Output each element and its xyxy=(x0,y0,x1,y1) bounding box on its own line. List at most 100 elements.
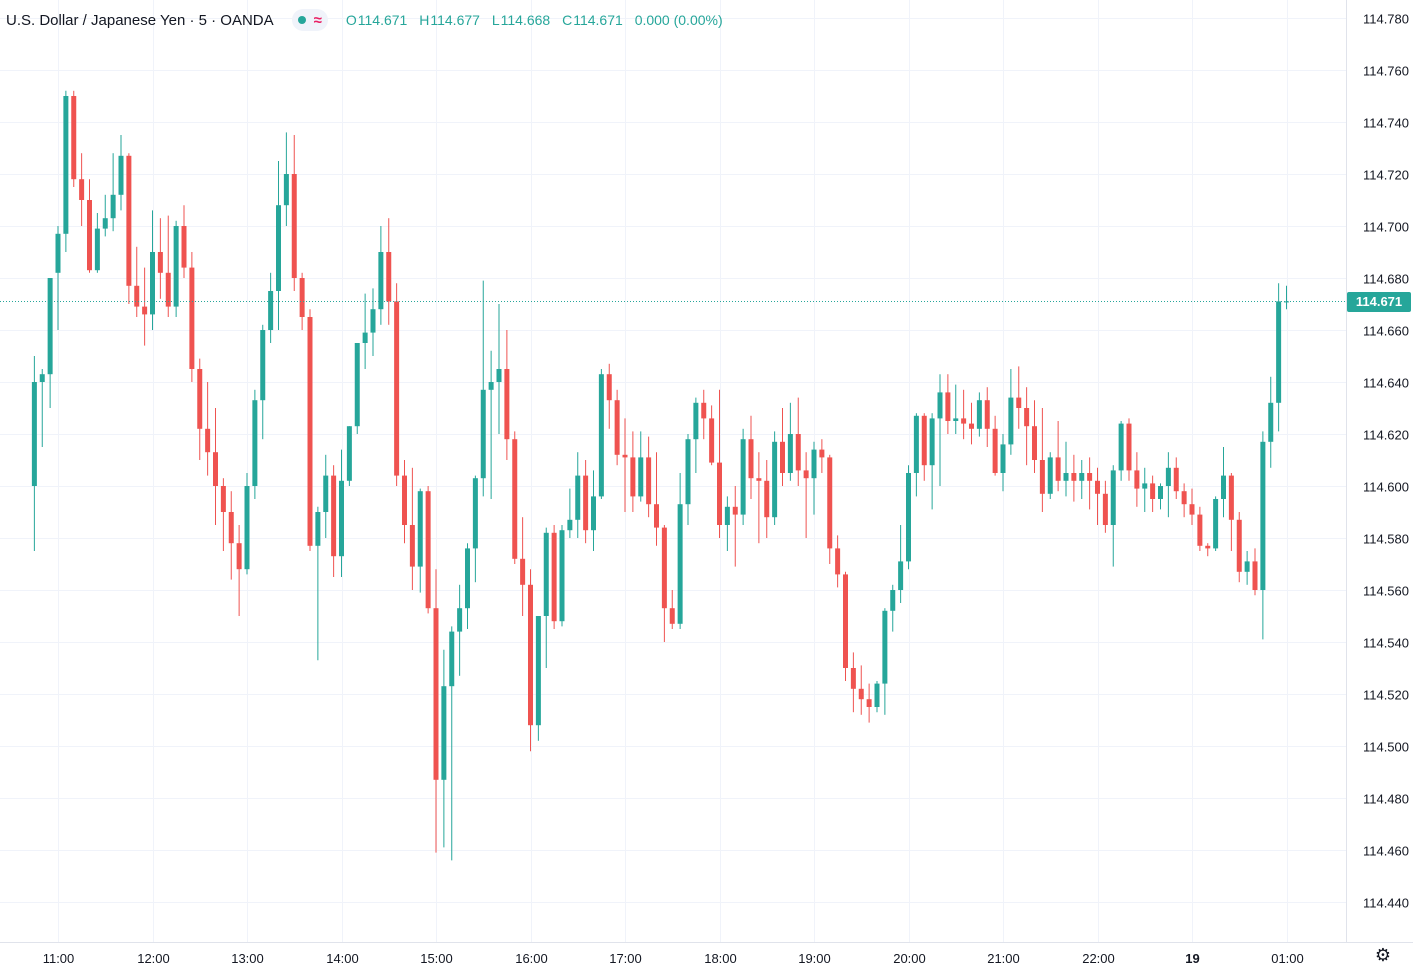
candle-body xyxy=(748,439,754,479)
candle xyxy=(126,153,132,304)
candle-body xyxy=(465,548,470,609)
candle-body xyxy=(1102,493,1108,525)
candle xyxy=(409,467,415,590)
candle xyxy=(142,267,148,346)
open-value: 114.671 xyxy=(357,12,408,28)
candle xyxy=(94,213,100,273)
candle-body xyxy=(575,475,581,520)
high-label: H xyxy=(419,12,430,28)
price-tick-label: 114.460 xyxy=(1363,844,1409,859)
candle-body xyxy=(1063,473,1069,481)
status-pill[interactable]: ≈ xyxy=(291,9,328,31)
candle xyxy=(606,363,612,429)
candle-body xyxy=(961,418,967,424)
candle-body xyxy=(1000,444,1006,473)
candle-body xyxy=(1173,467,1179,492)
price-tick-label: 114.620 xyxy=(1363,428,1409,443)
candle-body xyxy=(102,218,108,229)
candle xyxy=(646,436,652,518)
candle xyxy=(1189,488,1195,525)
candle xyxy=(961,389,967,440)
candle-body xyxy=(913,415,919,473)
candle-body xyxy=(386,252,392,302)
candle xyxy=(1158,483,1163,510)
candle xyxy=(654,452,659,546)
candle-body xyxy=(992,428,998,473)
candle xyxy=(228,491,234,580)
candle xyxy=(1228,473,1234,551)
candle-body xyxy=(921,415,927,466)
candle-body xyxy=(559,530,565,622)
candle xyxy=(504,330,510,460)
candle-body xyxy=(787,434,793,473)
price-tick-label: 114.540 xyxy=(1363,636,1409,651)
candle xyxy=(1205,543,1211,557)
candle-body xyxy=(858,688,864,700)
price-tick-label: 114.740 xyxy=(1363,116,1409,131)
candle xyxy=(622,418,628,512)
time-axis[interactable]: 11:00 12:00 13:00 14:00 15:00 16:00 17:00 18:00… xyxy=(43,951,1304,966)
candle-body xyxy=(709,418,715,463)
candle-body xyxy=(181,226,187,268)
candle-body xyxy=(220,486,226,512)
candle xyxy=(1071,454,1077,502)
candle-body xyxy=(307,317,313,546)
candle-body xyxy=(315,512,321,546)
candle-body xyxy=(764,480,770,518)
candle xyxy=(417,488,423,593)
low-label: L xyxy=(491,12,500,28)
candle-body xyxy=(126,155,132,286)
candle xyxy=(1039,408,1045,512)
candle-body xyxy=(87,200,92,271)
price-tick-label: 114.600 xyxy=(1363,480,1409,495)
candle-body xyxy=(236,543,242,570)
candle xyxy=(567,488,573,538)
candle xyxy=(472,475,478,583)
candle-body xyxy=(268,291,274,330)
candle-body xyxy=(929,418,935,466)
candle xyxy=(1024,387,1030,466)
candle xyxy=(236,525,242,616)
candle-body xyxy=(94,228,100,271)
candle xyxy=(1134,452,1140,507)
candle-body xyxy=(1268,402,1274,442)
time-tick-label: 21:00 xyxy=(987,951,1020,966)
candle xyxy=(929,413,935,510)
candle-body xyxy=(654,504,659,528)
candle-body xyxy=(795,434,801,471)
time-tick-label: 18:00 xyxy=(704,951,737,966)
candle-body xyxy=(449,631,455,687)
gear-icon[interactable]: ⚙ xyxy=(1374,945,1392,966)
candle-body xyxy=(953,418,959,421)
candle-body xyxy=(693,402,699,440)
candle-body xyxy=(378,252,384,310)
candle-body xyxy=(1260,441,1266,590)
candle xyxy=(1244,551,1250,585)
candle-body xyxy=(803,470,809,479)
candle-body xyxy=(1095,480,1100,494)
price-axis[interactable]: 114.780 114.760 114.740 114.720 114.700 114.6… xyxy=(1363,12,1409,911)
candle xyxy=(992,415,998,476)
candle-body xyxy=(252,400,258,486)
candle xyxy=(528,569,533,752)
candle-body xyxy=(1039,460,1045,494)
candle xyxy=(260,324,266,440)
candle xyxy=(1016,366,1022,429)
symbol-title[interactable]: U.S. Dollar / Japanese Yen · 5 · OANDA xyxy=(6,11,274,29)
candle-body xyxy=(646,457,652,505)
candle xyxy=(850,652,856,713)
candle xyxy=(173,220,179,317)
candle-body xyxy=(504,369,510,440)
candle-body xyxy=(346,426,352,481)
candles xyxy=(31,90,1289,861)
candle-body xyxy=(165,272,171,307)
candle xyxy=(205,382,211,476)
candle-body xyxy=(417,491,423,567)
candle-body xyxy=(866,699,872,707)
candle-body xyxy=(535,616,541,726)
candle xyxy=(1126,418,1132,481)
candle xyxy=(520,517,526,616)
candle xyxy=(638,431,644,502)
candle xyxy=(937,374,943,486)
